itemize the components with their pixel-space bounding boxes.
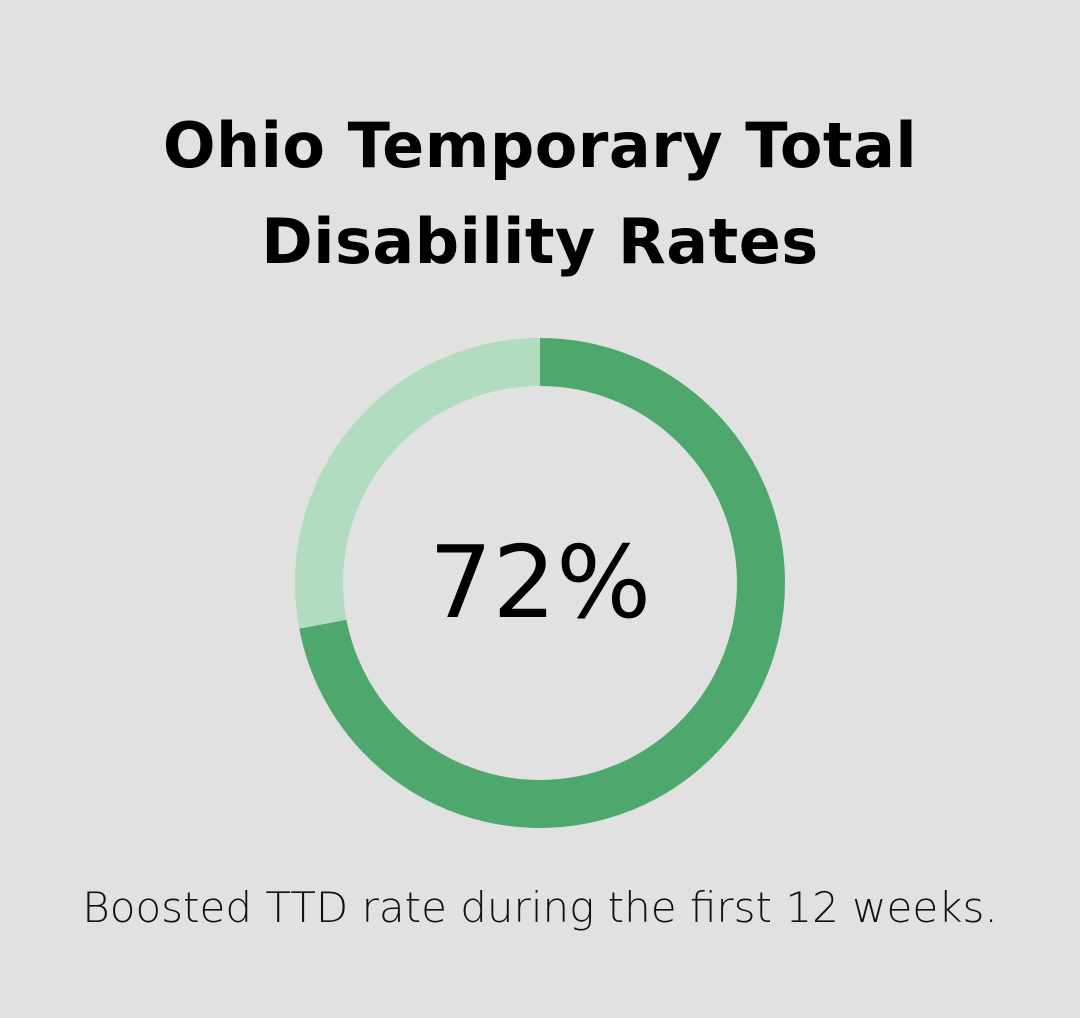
chart-title: Ohio Temporary Total Disability Rates — [162, 109, 918, 278]
percentage-value: 72% — [428, 524, 652, 641]
donut-chart — [290, 333, 790, 833]
donut-svg — [295, 338, 785, 828]
donut-segment-remaining — [295, 338, 785, 828]
chart-caption: Boosted TTD rate during the first 12 wee… — [82, 883, 998, 932]
